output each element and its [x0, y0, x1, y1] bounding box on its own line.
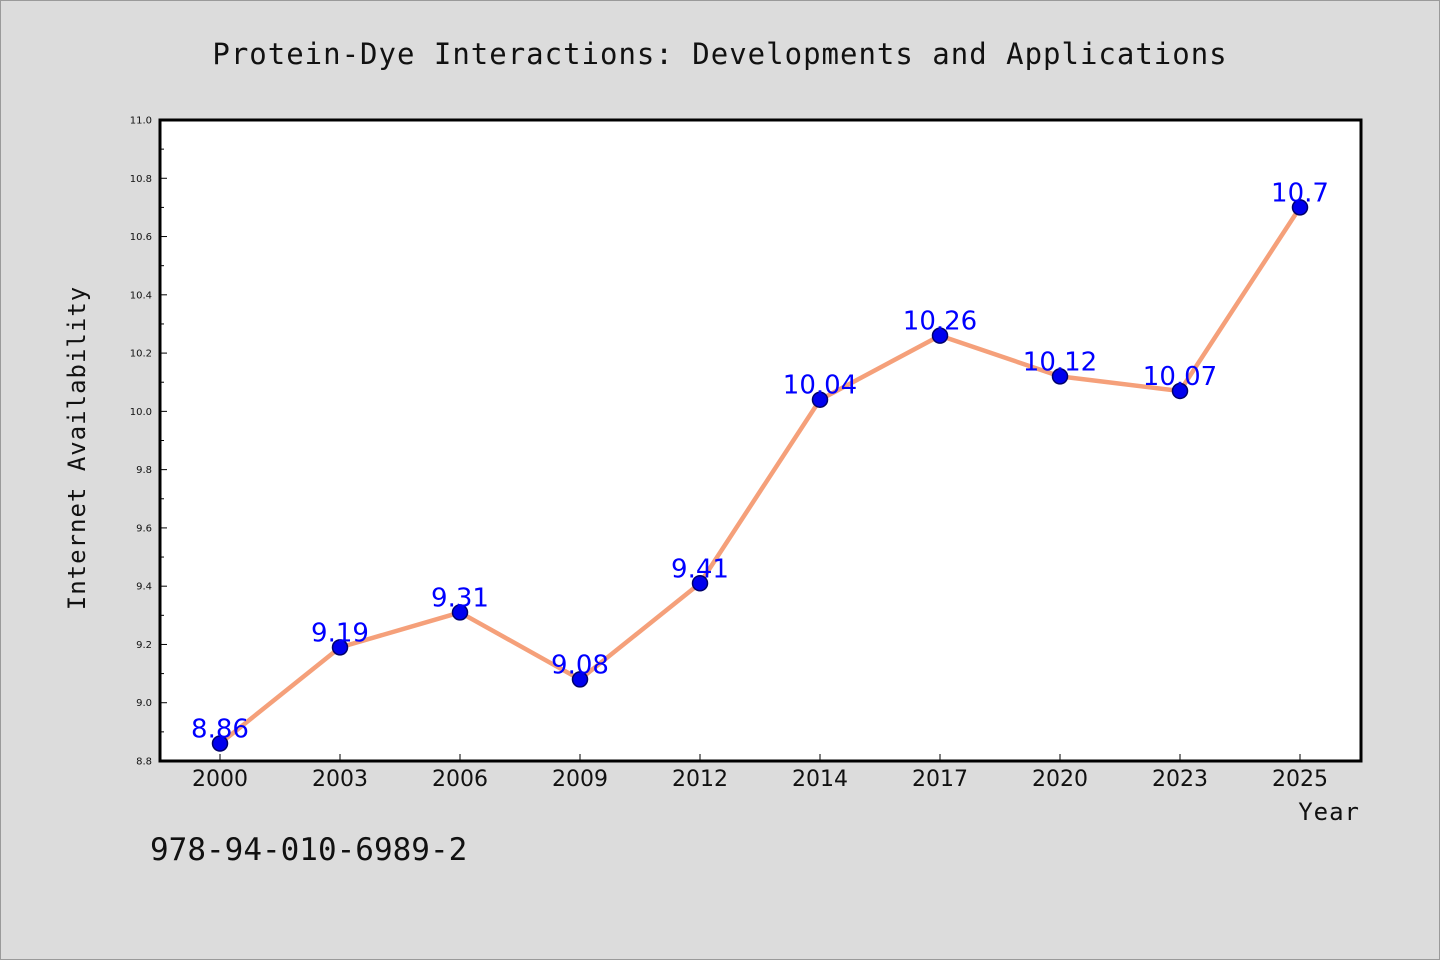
x-axis: 2000 2003 2006 2009 2012 2014 2017 2020 2023 2025: [192, 754, 1328, 792]
data-label: 10.07: [1143, 362, 1217, 392]
x-axis-label: Year: [1298, 798, 1360, 826]
y-axis: 8.8 9.0 9.2 9.4 9.6 9.8 10.0 10.2 10.4 10.6 10.8 11…: [130, 116, 167, 768]
y-tick-label: 11.0: [130, 116, 152, 127]
series-line: [217, 205, 1303, 746]
data-label: 10.7: [1271, 178, 1329, 208]
x-tick-label: 2006: [432, 767, 488, 792]
x-tick-label: 2017: [912, 767, 968, 792]
y-tick-label: 10.8: [130, 174, 152, 185]
series: [211, 199, 1309, 752]
y-tick-label: 9.6: [136, 523, 152, 534]
data-point: [451, 604, 469, 621]
data-point: [691, 575, 709, 592]
y-tick-label: 9.4: [136, 582, 152, 593]
y-axis-label: Internet Availability: [63, 286, 91, 610]
data-label: 9.41: [671, 554, 729, 584]
y-tick-label: 10.6: [130, 232, 152, 243]
isbn-code: 978-94-010-6989-2: [150, 832, 468, 868]
y-tick-label: 9.0: [136, 698, 152, 709]
data-point: [811, 391, 829, 408]
x-tick-label: 2023: [1152, 767, 1208, 792]
data-point: [931, 327, 949, 344]
data-point: [1291, 199, 1309, 216]
x-tick-label: 2009: [552, 767, 608, 792]
y-tick-label: 10.4: [130, 290, 152, 301]
y-tick-label: 9.2: [136, 640, 152, 651]
data-point: [571, 671, 589, 688]
chart-title: Protein-Dye Interactions: Developments a…: [212, 37, 1227, 71]
x-tick-label: 2000: [192, 767, 248, 792]
x-tick-label: 2003: [312, 767, 368, 792]
data-label: 10.04: [783, 371, 857, 401]
data-label: 10.26: [903, 307, 977, 337]
data-point: [331, 639, 349, 656]
x-tick-label: 2012: [672, 767, 728, 792]
data-labels: 8.86 9.19 9.31 9.08 9.41 10.04 10.26 10.12 10.07…: [191, 178, 1329, 744]
data-label: 10.12: [1023, 347, 1097, 377]
data-label: 9.08: [551, 650, 609, 680]
data-point: [1171, 382, 1189, 400]
x-tick-label: 2014: [792, 767, 848, 792]
data-point: [211, 735, 229, 752]
y-tick-label: 10.2: [130, 349, 152, 360]
x-tick-label: 2020: [1032, 767, 1088, 792]
y-tick-label: 10.0: [130, 407, 152, 418]
data-label: 8.86: [191, 715, 249, 745]
y-tick-label: 9.8: [136, 465, 152, 476]
y-tick-label: 8.8: [136, 757, 152, 768]
data-label: 9.19: [311, 618, 369, 648]
data-point: [1051, 368, 1069, 385]
plot-area: [158, 118, 1363, 763]
data-label: 9.31: [431, 583, 489, 613]
x-tick-label: 2025: [1272, 767, 1328, 792]
